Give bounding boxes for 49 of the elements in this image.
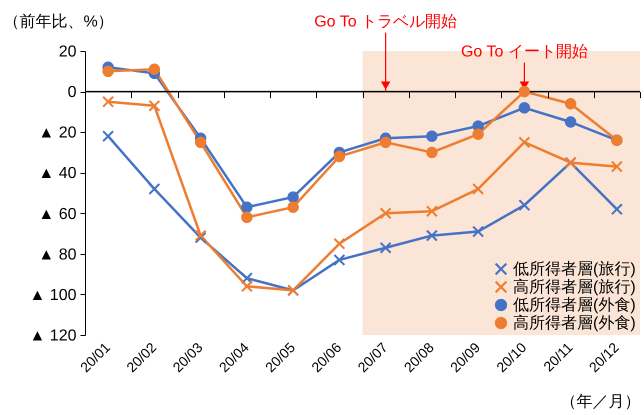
point: [241, 212, 253, 224]
point: [611, 160, 623, 172]
point: [564, 116, 576, 128]
point: [334, 150, 346, 162]
point: [334, 238, 346, 250]
point: [241, 280, 253, 292]
ref-line-label: Go To イート開始: [460, 44, 588, 61]
point: [518, 86, 530, 98]
y-tick-label: ▲ 80: [38, 246, 77, 264]
point: [287, 191, 299, 203]
point: [518, 199, 530, 211]
y-tick-label: ▲ 100: [30, 286, 77, 304]
y-axis-title: （前年比、%）: [4, 12, 114, 30]
point: [148, 183, 160, 195]
point: [148, 64, 160, 75]
point: [426, 130, 438, 142]
point: [241, 202, 253, 213]
legend-label: 低所得者層(旅行): [513, 260, 636, 278]
point: [334, 254, 346, 266]
point: [426, 206, 438, 217]
y-tick-label: 20: [58, 44, 77, 60]
point: [564, 98, 576, 110]
point: [518, 102, 530, 114]
point: [611, 204, 623, 215]
y-tick-label: ▲ 40: [38, 165, 77, 182]
point: [472, 128, 484, 140]
y-tick-label: ▲ 60: [38, 206, 77, 223]
point: [287, 202, 299, 213]
legend-label: 高所得者層(旅行): [513, 278, 636, 296]
point: [102, 130, 114, 142]
point: [426, 230, 438, 242]
point: [518, 136, 530, 148]
point: [380, 242, 392, 254]
point: [194, 136, 206, 148]
point: [472, 226, 484, 238]
point: [472, 183, 484, 195]
y-tick-label: ▲ 20: [38, 124, 77, 142]
point: [148, 100, 160, 112]
y-tick-label: ▲ 120: [30, 328, 77, 344]
y-tick-label: 0: [68, 84, 77, 102]
x-axis-title: （年／月）: [560, 394, 640, 410]
point: [102, 96, 114, 108]
ref-line-label: Go To トラベル開始: [314, 14, 458, 31]
legend-label: 高所得者層(外食): [513, 314, 636, 332]
point: [380, 136, 392, 148]
legend-label: 低所得者層(外食): [513, 296, 636, 314]
point: [102, 66, 114, 77]
point: [380, 208, 392, 219]
point: [426, 146, 438, 158]
